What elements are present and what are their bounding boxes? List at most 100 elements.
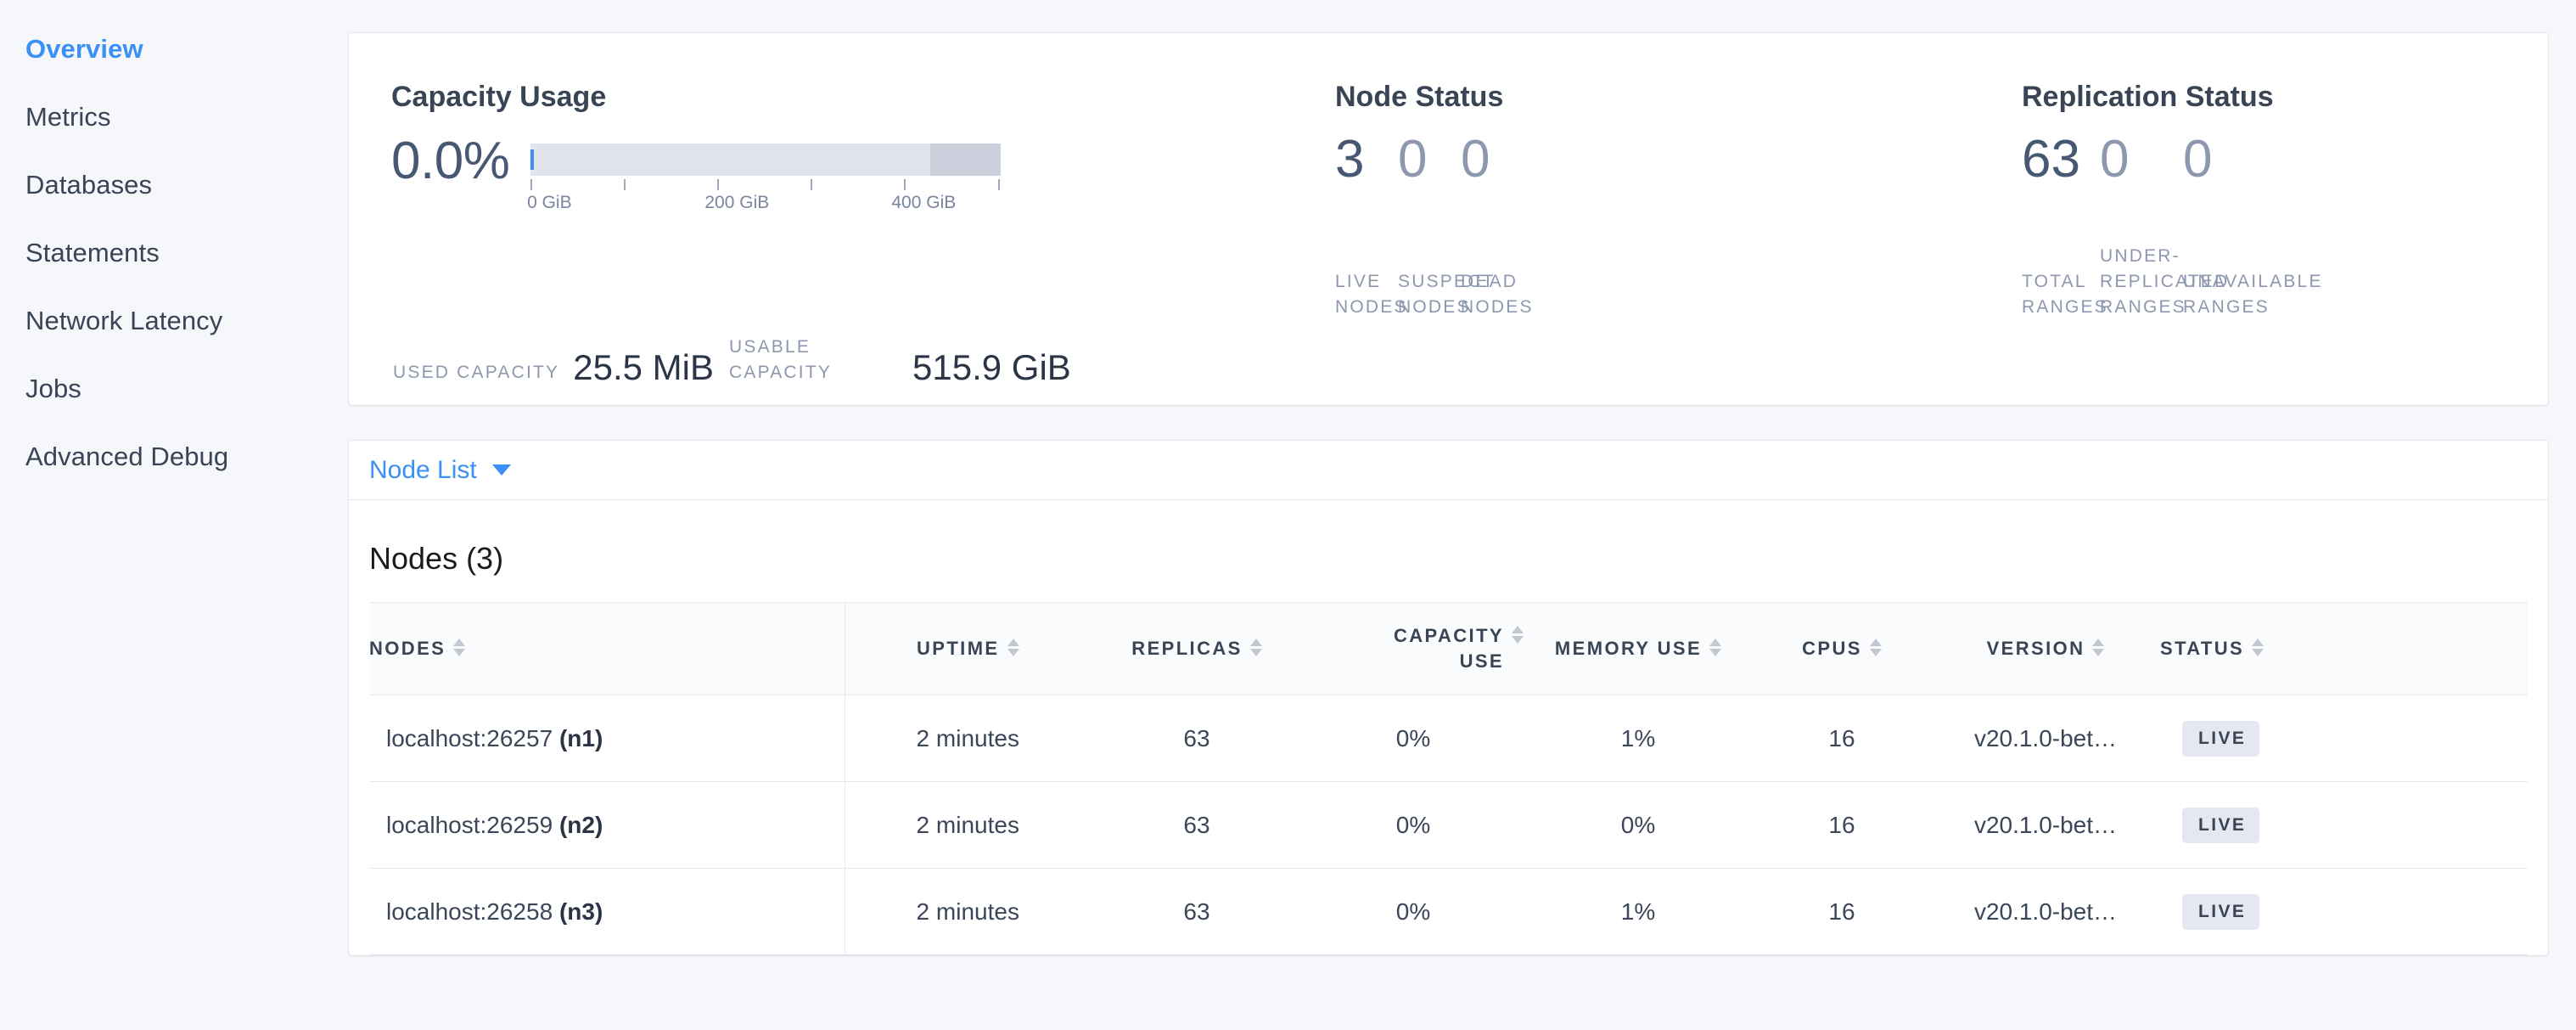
usable-capacity-stat: Usable Capacity 515.9 GiB [729, 335, 1071, 386]
sort-icon[interactable] [1709, 636, 1722, 656]
unavailable-ranges-value: 0 [2183, 130, 2213, 189]
sidebar-item-network-latency[interactable]: Network Latency [0, 287, 348, 355]
cell-memory-use: 1% [1524, 695, 1753, 782]
suspect-nodes-label: Suspect Nodes [1398, 272, 1496, 317]
column-header-uptime[interactable]: Uptime [845, 602, 1091, 695]
axis-tick-label: 400 GiB [891, 193, 957, 212]
capacity-axis: 0 GiB 200 GiB 400 GiB [527, 176, 1001, 213]
table-row[interactable]: localhost:26259 (n2) 2 minutes 63 0% 0% … [369, 781, 2528, 869]
cell-version: v20.1.0-bet… [1931, 695, 2160, 782]
cell-node[interactable]: localhost:26259 (n2) [369, 781, 845, 869]
cell-version: v20.1.0-bet… [1931, 868, 2160, 955]
status-badge: LIVE [2182, 893, 2260, 930]
column-header-cpus[interactable]: CPUs [1753, 602, 1931, 695]
total-ranges-stat: 63 Total Ranges [2022, 133, 2107, 318]
cell-replicas: 63 [1091, 695, 1303, 782]
total-ranges-label: Total Ranges [2022, 272, 2108, 317]
axis-tick [530, 179, 533, 190]
status-badge: LIVE [2182, 807, 2260, 843]
column-header-label: Version [1986, 638, 2085, 659]
main-content: Capacity Usage 0.0% [348, 0, 2576, 1030]
sidebar-item-metrics[interactable]: Metrics [0, 83, 348, 151]
sort-icon[interactable] [2252, 636, 2265, 656]
live-nodes-label: Live Nodes [1335, 272, 1408, 317]
live-nodes-stat: 3 Live Nodes [1335, 130, 1406, 318]
sort-icon[interactable] [1869, 636, 1882, 656]
sort-icon[interactable] [1512, 623, 1524, 644]
cell-cpus: 16 [1753, 781, 1931, 869]
cell-uptime: 2 minutes [845, 868, 1091, 955]
replication-status-stats: 63 Total Ranges 0 Under-replicated Range… [2022, 130, 2321, 318]
cell-version: v20.1.0-bet… [1931, 781, 2160, 869]
used-capacity-stat: Used Capacity 25.5 MiB [393, 350, 714, 386]
sidebar-item-databases[interactable]: Databases [0, 151, 348, 219]
cell-node[interactable]: localhost:26258 (n3) [369, 868, 845, 955]
node-status-panel: Node Status 3 Live Nodes 0 Suspect Nodes… [1293, 33, 1985, 405]
used-capacity-label: Used Capacity [393, 363, 560, 382]
column-header-label: Uptime [916, 638, 1000, 659]
sidebar-item-statements[interactable]: Statements [0, 219, 348, 287]
table-row[interactable]: localhost:26258 (n3) 2 minutes 63 0% 1% … [369, 868, 2528, 955]
unavailable-ranges-stat: 0 Unavailable Ranges [2183, 130, 2321, 318]
sidebar-item-overview[interactable]: Overview [0, 15, 348, 83]
node-host: localhost:26259 [386, 811, 553, 838]
node-list-dropdown[interactable]: Node List [369, 456, 511, 485]
sidebar: Overview Metrics Databases Statements Ne… [0, 0, 348, 1030]
nodes-card: Node List Nodes (3) Nodes [348, 440, 2549, 956]
sort-icon[interactable] [1249, 636, 1262, 656]
cell-uptime: 2 minutes [845, 781, 1091, 869]
column-header-replicas[interactable]: Replicas [1091, 602, 1303, 695]
sort-icon[interactable] [1007, 636, 1019, 656]
live-nodes-value: 3 [1335, 130, 1365, 189]
column-header-nodes[interactable]: Nodes [369, 602, 845, 695]
column-header-capacity-use[interactable]: Capacity Use [1303, 602, 1524, 695]
under-replicated-ranges-label: Under-replicated Ranges [2100, 246, 2230, 317]
sidebar-item-label: Databases [25, 170, 153, 200]
cell-cpus: 16 [1753, 868, 1931, 955]
cell-node[interactable]: localhost:26257 (n1) [369, 695, 845, 782]
nodes-count-heading: Nodes (3) [369, 541, 504, 576]
table-header-row: Nodes Uptime Replicas [369, 602, 2528, 695]
sort-icon[interactable] [2092, 636, 2105, 656]
cell-replicas: 63 [1091, 868, 1303, 955]
suspect-nodes-stat: 0 Suspect Nodes [1398, 133, 1493, 318]
column-header-version[interactable]: Version [1931, 602, 2160, 695]
axis-tick [998, 179, 1001, 190]
nodes-view-toolbar: Node List [349, 441, 2548, 500]
column-header-label: Memory Use [1554, 638, 1703, 659]
capacity-usage-title: Capacity Usage [391, 81, 607, 113]
dead-nodes-value: 0 [1461, 130, 1490, 189]
axis-tick-label: 200 GiB [704, 193, 770, 212]
under-replicated-ranges-stat: 0 Under-replicated Ranges [2100, 133, 2227, 318]
sidebar-item-label: Overview [25, 34, 143, 64]
table-row[interactable]: localhost:26257 (n1) 2 minutes 63 0% 1% … [369, 695, 2528, 782]
cell-status: LIVE [2160, 781, 2528, 869]
capacity-percent: 0.0% [391, 132, 510, 190]
axis-tick-label: 0 GiB [527, 193, 572, 212]
sidebar-item-advanced-debug[interactable]: Advanced Debug [0, 423, 348, 491]
nodes-table-body: localhost:26257 (n1) 2 minutes 63 0% 1% … [369, 695, 2528, 955]
capacity-stats: Used Capacity 25.5 MiB Usable Capacity 5… [393, 335, 1071, 386]
column-header-status[interactable]: Status [2160, 602, 2528, 695]
axis-tick [717, 179, 720, 190]
axis-tick [811, 179, 813, 190]
node-id: (n2) [558, 811, 603, 838]
sidebar-item-label: Advanced Debug [25, 442, 229, 471]
capacity-bar-usable-segment [530, 144, 931, 176]
cell-replicas: 63 [1091, 781, 1303, 869]
node-list-dropdown-label: Node List [369, 455, 477, 484]
unavailable-ranges-label: Unavailable Ranges [2183, 272, 2323, 317]
cell-status: LIVE [2160, 868, 2528, 955]
column-header-memory-use[interactable]: Memory Use [1524, 602, 1753, 695]
status-badge: LIVE [2182, 720, 2260, 757]
sort-icon[interactable] [453, 636, 466, 656]
column-header-label: Nodes [369, 638, 446, 659]
column-header-label: Replicas [1131, 638, 1243, 659]
replication-status-title: Replication Status [2022, 81, 2274, 113]
column-header-label: CPUs [1802, 638, 1862, 659]
capacity-bar [530, 144, 1002, 176]
sidebar-item-jobs[interactable]: Jobs [0, 355, 348, 423]
capacity-bar-remainder-segment [930, 144, 1002, 176]
cell-memory-use: 1% [1524, 868, 1753, 955]
cell-capacity-use: 0% [1303, 781, 1524, 869]
